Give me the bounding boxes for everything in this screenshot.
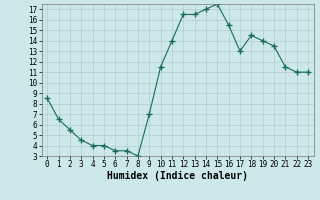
X-axis label: Humidex (Indice chaleur): Humidex (Indice chaleur) [107,171,248,181]
